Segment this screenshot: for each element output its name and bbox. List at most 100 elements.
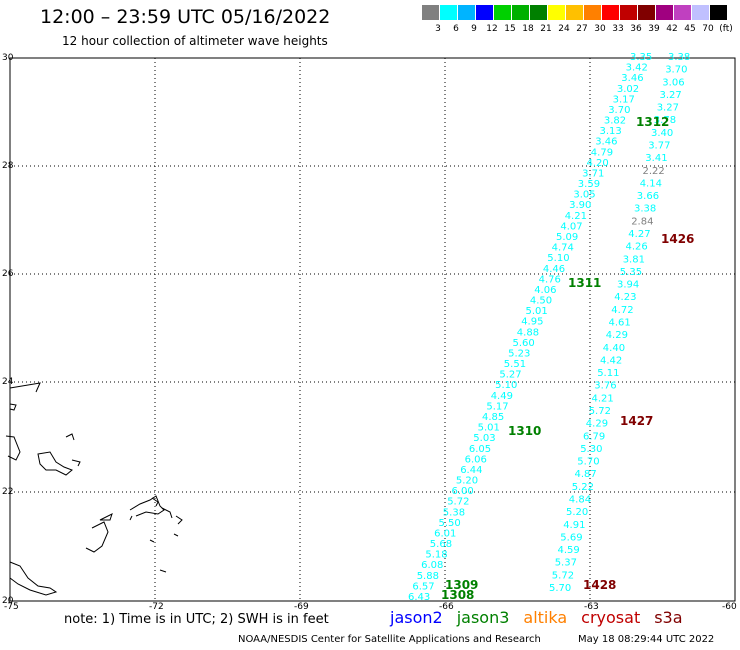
island-outline	[9, 382, 41, 393]
wave-height-value: 2.84	[631, 216, 653, 227]
island-outline	[175, 515, 183, 525]
wave-height-value: 3.46	[595, 137, 617, 148]
coastline-outline	[9, 561, 58, 596]
wave-height-value: 6.06	[465, 454, 487, 465]
wave-height-value: 5.10	[495, 380, 517, 391]
pass-label: 1310	[508, 424, 541, 438]
wave-height-value: 4.49	[491, 391, 513, 402]
wave-height-value: 5.60	[513, 338, 535, 349]
legend-label: 24	[558, 24, 570, 34]
wave-height-value: 4.88	[517, 327, 539, 338]
island-outline	[9, 403, 17, 411]
wave-height-value: 5.68	[430, 539, 452, 550]
wave-height-value: 4.26	[626, 242, 648, 253]
wave-height-value: 5.11	[597, 368, 619, 379]
legend-label: 18	[522, 24, 534, 34]
wave-height-value: 3.38	[634, 204, 656, 215]
longitude-label: -69	[294, 602, 309, 612]
wave-height-value: 5.37	[555, 558, 577, 569]
legend-swatch	[494, 5, 511, 20]
island-outline	[99, 513, 113, 521]
page-title: 12:00 – 23:59 UTC 05/16/2022	[40, 6, 331, 28]
wave-height-value: 4.23	[614, 292, 636, 303]
latitude-label: 24	[2, 377, 14, 387]
legend-label: 12	[486, 24, 498, 34]
wave-height-value: 6.05	[469, 444, 491, 455]
legend-label: 42	[666, 24, 678, 34]
wave-height-value: 5.20	[456, 476, 478, 487]
wave-height-value: 6.43	[408, 592, 430, 603]
wave-height-value: 5.72	[589, 406, 611, 417]
legend-label: 21	[540, 24, 552, 34]
wave-height-value: 3.70	[608, 105, 630, 116]
wave-height-value: 5.70	[577, 457, 599, 468]
wave-height-value: 6.79	[583, 431, 605, 442]
island-outline	[5, 435, 21, 461]
wave-height-value: 3.41	[645, 153, 667, 164]
longitude-label: -60	[722, 602, 737, 612]
pass-label: 1309	[445, 578, 478, 592]
wave-height-value: 6.44	[460, 465, 482, 476]
wave-height-value: 4.27	[628, 229, 650, 240]
wave-height-value: 4.72	[611, 305, 633, 316]
wave-height-value: 3.40	[651, 128, 673, 139]
wave-height-value: 3.66	[637, 191, 659, 202]
wave-height-value: 5.35	[620, 267, 642, 278]
legend-label: (ft)	[719, 24, 733, 34]
wave-height-value: 4.07	[560, 221, 582, 232]
wave-height-value: 4.21	[565, 211, 587, 222]
wave-height-value: 5.72	[552, 570, 574, 581]
legend-swatch	[656, 5, 673, 20]
island-outline	[37, 451, 73, 476]
credit-text: NOAA/NESDIS Center for Satellite Applica…	[238, 634, 541, 645]
wave-height-value: 4.40	[603, 343, 625, 354]
wave-height-value: 3.05	[573, 190, 595, 201]
wave-height-value: 3.90	[569, 200, 591, 211]
wave-height-value: 4.74	[552, 243, 574, 254]
wave-height-value: 5.51	[504, 359, 526, 370]
wave-height-value: 5.09	[556, 232, 578, 243]
wave-height-value: 4.06	[534, 285, 556, 296]
wave-height-value: 5.27	[499, 370, 521, 381]
wave-height-value: 3.81	[623, 254, 645, 265]
timestamp: May 18 08:29:44 UTC 2022	[578, 634, 715, 645]
wave-height-value: 4.84	[569, 495, 591, 506]
wave-height-value: 4.85	[482, 412, 504, 423]
legend-label: 9	[471, 24, 477, 34]
island-outline	[173, 533, 179, 537]
wave-height-value: 5.50	[439, 518, 461, 529]
satellite-name: altika	[523, 608, 568, 627]
wave-height-value: 3.42	[626, 63, 648, 74]
island-outline	[129, 495, 165, 517]
wave-height-value: 5.23	[508, 349, 530, 360]
wave-height-value: 5.22	[572, 482, 594, 493]
pass-label: 1427	[620, 414, 653, 428]
track-b-values: 3.383.703.063.273.273.783.403.773.412.22…	[549, 52, 690, 594]
wave-height-value: 3.59	[578, 179, 600, 190]
latitude-label: 28	[2, 161, 14, 171]
wave-height-value: 3.94	[617, 280, 639, 291]
wave-height-value: 4.50	[530, 296, 552, 307]
legend-swatch	[692, 5, 709, 20]
island-outline	[65, 433, 75, 441]
map-frame	[9, 57, 736, 602]
pass-label: 1308	[441, 588, 474, 602]
latitude-label: 30	[2, 53, 14, 63]
wave-height-value: 3.77	[648, 141, 670, 152]
wave-height-value: 5.01	[526, 306, 548, 317]
legend-swatch	[566, 5, 583, 20]
wave-height-value: 5.30	[580, 444, 602, 455]
satellite-name: cryosat	[581, 608, 641, 627]
island-outline	[71, 459, 81, 467]
wave-height-value: 6.57	[412, 581, 434, 592]
wave-height-value: 4.29	[586, 419, 608, 430]
legend-swatch	[476, 5, 493, 20]
legend-label: 70	[702, 24, 714, 34]
wave-height-value: 4.87	[575, 469, 597, 480]
wave-height-value: 3.13	[600, 126, 622, 137]
wave-height-value: 3.38	[668, 52, 690, 63]
legend-swatch	[638, 5, 655, 20]
wave-height-value: 5.18	[425, 550, 447, 561]
